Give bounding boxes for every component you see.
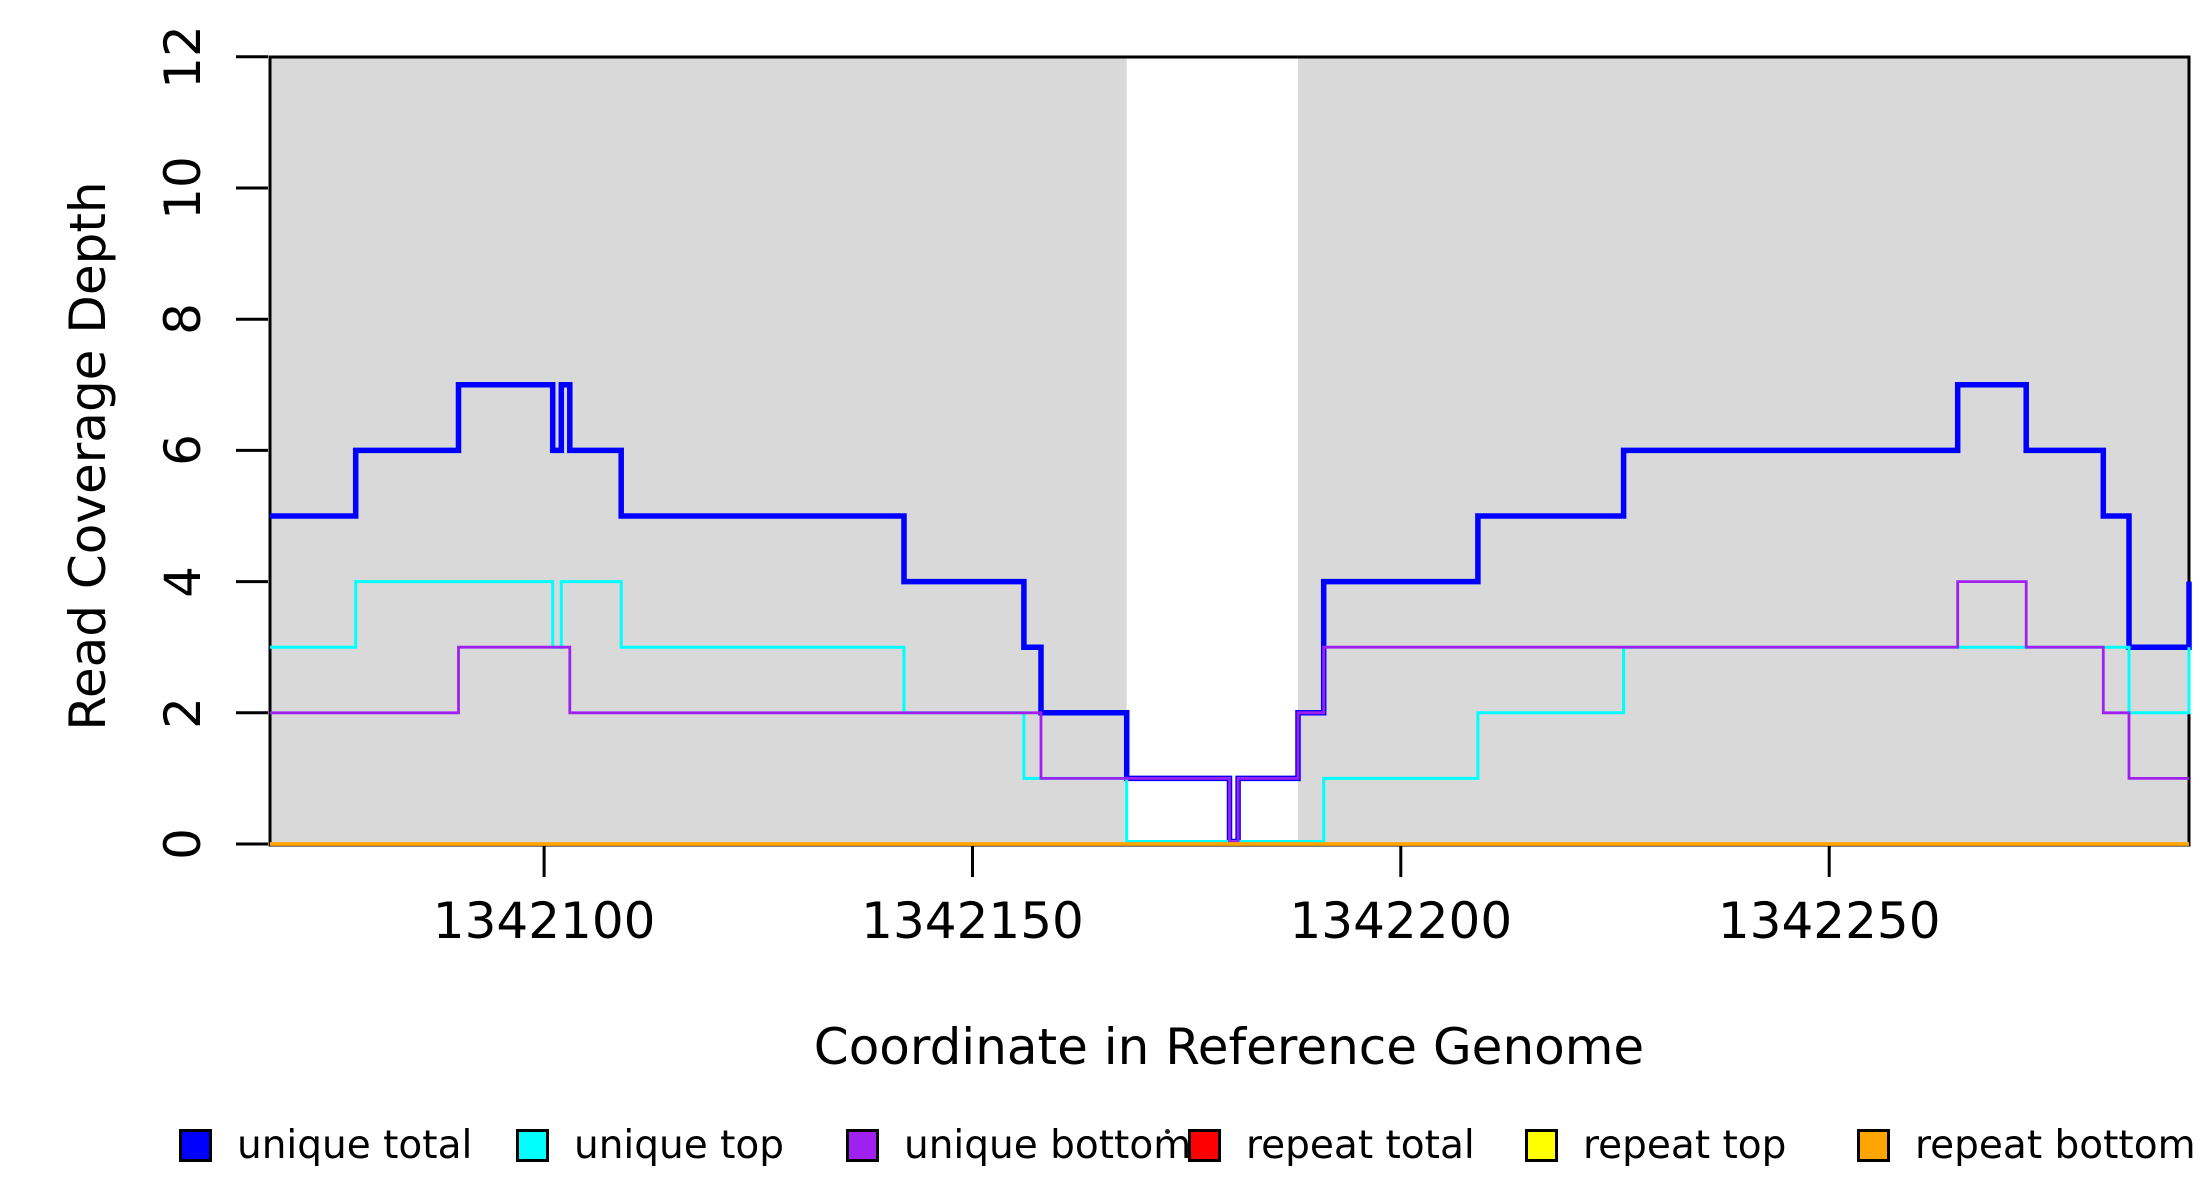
legend-swatch-icon-unique-top xyxy=(516,1128,549,1162)
legend-label-repeat-top: repeat top xyxy=(1583,1122,1787,1168)
series-line-unique-bottom xyxy=(270,580,2189,843)
x-tick-label-1342250: 1342250 xyxy=(1717,892,1941,950)
x-tick-label-1342150: 1342150 xyxy=(861,892,1084,950)
legend-label-repeat-total: repeat total xyxy=(1246,1122,1475,1168)
x-axis-title: Coordinate in Reference Genome xyxy=(813,1018,1645,1076)
legend-label-unique-total: unique total xyxy=(237,1122,473,1168)
y-tick-label-0: 0 xyxy=(154,828,212,860)
x-tick-label-1342100: 1342100 xyxy=(432,892,656,950)
legend-item-unique-bottom: unique bottom xyxy=(846,1122,1192,1168)
legend-item-repeat-total: repeat total xyxy=(1188,1122,1475,1168)
legend-swatch-icon-repeat-top xyxy=(1525,1128,1558,1162)
x-tick-label-1342200: 1342200 xyxy=(1289,892,1513,950)
legend-label-unique-bottom: unique bottom xyxy=(904,1122,1192,1168)
legend-label-repeat-bottom: repeat bottom xyxy=(1915,1122,2196,1168)
y-tick-label-8: 8 xyxy=(154,303,212,336)
legend-swatch-icon-unique-bottom xyxy=(846,1128,879,1162)
legend-swatch-icon-repeat-bottom xyxy=(1857,1128,1890,1162)
legend-item-unique-total: unique total xyxy=(179,1122,473,1168)
legend-swatch-icon-unique-total xyxy=(179,1128,212,1162)
legend-item-repeat-bottom: repeat bottom xyxy=(1857,1122,2196,1168)
y-tick-label-12: 12 xyxy=(154,24,212,89)
y-tick-label-2: 2 xyxy=(154,696,212,729)
stray-dot xyxy=(1165,1129,1170,1134)
legend-label-unique-top: unique top xyxy=(574,1122,785,1168)
y-tick-label-6: 6 xyxy=(154,434,212,467)
legend-item-repeat-top: repeat top xyxy=(1525,1122,1787,1168)
legend-swatch-icon-repeat-total xyxy=(1188,1128,1221,1162)
y-axis-title: Read Coverage Depth xyxy=(59,181,117,731)
legend-item-unique-top: unique top xyxy=(516,1122,785,1168)
y-tick-label-10: 10 xyxy=(154,156,212,220)
y-tick-label-4: 4 xyxy=(154,565,212,598)
